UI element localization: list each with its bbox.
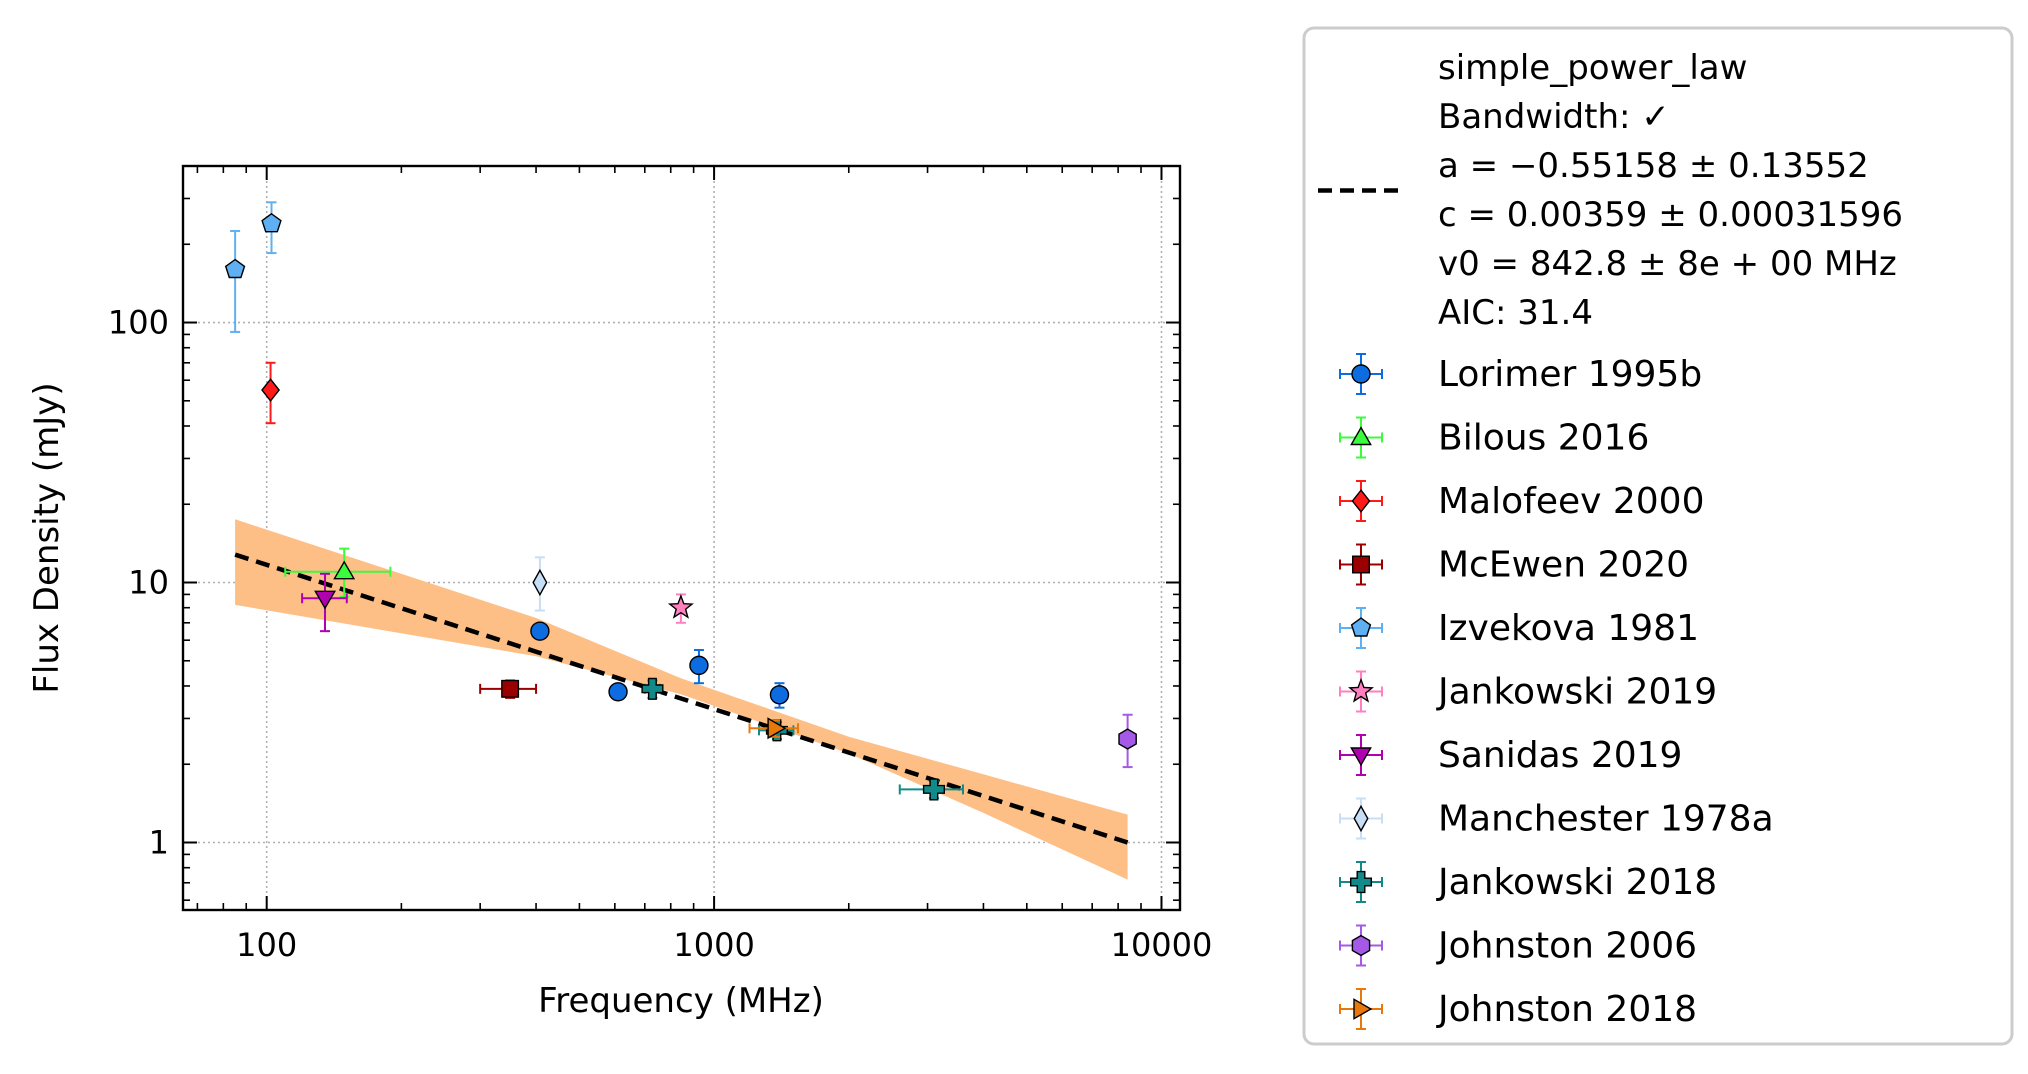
y-axis-label: Flux Density (mJy) <box>27 382 67 693</box>
legend-label: Jankowski 2018 <box>1436 862 1717 903</box>
data-point <box>689 655 709 676</box>
legend-marker <box>1351 364 1371 384</box>
legend-marker <box>1348 677 1374 703</box>
data-point <box>922 778 945 801</box>
data-point <box>608 682 628 702</box>
legend-marker <box>1350 617 1372 637</box>
legend-fit-text: simple_power_law <box>1438 48 1747 88</box>
data-point <box>1118 728 1137 750</box>
legend-entry: Manchester 1978a <box>1339 797 1774 840</box>
legend-marker <box>1353 804 1369 833</box>
fit-uncertainty-band <box>235 519 1128 880</box>
data-point <box>333 560 356 580</box>
data-point <box>530 621 550 641</box>
series-bilous-2016 <box>284 547 392 598</box>
legend-marker <box>1353 998 1373 1020</box>
legend-entry: Jankowski 2018 <box>1339 861 1717 903</box>
series-lorimer-1995b <box>530 621 790 709</box>
tick-labels: 100 1000 10000 1 10 100 <box>108 304 1212 964</box>
data-points-layer <box>224 201 1137 801</box>
data-point <box>224 258 246 279</box>
legend-entry: Bilous 2016 <box>1339 416 1649 459</box>
y-tick-label: 1 <box>149 823 169 861</box>
legend-marker <box>1350 426 1372 446</box>
series-mcewen-2020 <box>479 679 538 699</box>
legend: simple_power_law Bandwidth: ✓ a = −0.55158… <box>1302 26 2014 1046</box>
legend-marker <box>1352 555 1370 574</box>
legend-fit-text: a = −0.55158 ± 0.13552 <box>1438 146 1869 186</box>
legend-fit-text: v0 = 842.8 ± 8e + 00 MHz <box>1438 244 1897 284</box>
legend-label: Jankowski 2019 <box>1436 672 1717 713</box>
legend-entry: Lorimer 1995b <box>1339 353 1702 395</box>
data-point <box>261 212 282 233</box>
axis-ticks <box>183 166 1180 910</box>
legend-fit-text: Bandwidth: ✓ <box>1438 97 1670 137</box>
y-tick-label: 100 <box>108 304 169 342</box>
plot-frame <box>181 164 1182 912</box>
series-izvekova-1981 <box>224 201 282 333</box>
legend-entry: Izvekova 1981 <box>1339 607 1699 649</box>
fit-line-layer <box>234 552 1129 845</box>
legend-label: Sanidas 2019 <box>1438 735 1682 776</box>
data-point <box>641 677 664 700</box>
data-point <box>532 568 548 597</box>
legend-marker <box>1350 747 1372 767</box>
legend-label: Lorimer 1995b <box>1438 354 1702 395</box>
legend-label: Izvekova 1981 <box>1438 608 1699 649</box>
y-tick-label: 10 <box>128 564 169 602</box>
legend-fit-text: AIC: 31.4 <box>1438 293 1593 333</box>
x-tick-label: 100 <box>236 926 297 964</box>
legend-entry: Johnston 2018 <box>1339 988 1697 1030</box>
x-axis-label: Frequency (MHz) <box>538 981 824 1021</box>
legend-label: Johnston 2018 <box>1436 989 1697 1030</box>
legend-entry: Sanidas 2019 <box>1339 734 1682 776</box>
data-point <box>767 717 787 740</box>
legend-marker <box>1351 934 1371 957</box>
fit-uncertainty-band-layer <box>235 519 1128 880</box>
series-manchester-1978a <box>532 556 548 612</box>
legend-marker <box>1349 870 1373 894</box>
series-malofeev-2000 <box>261 361 280 425</box>
legend-box <box>1302 26 2014 1046</box>
legend-entry: McEwen 2020 <box>1339 543 1689 586</box>
legend-fit-text: c = 0.00359 ± 0.00031596 <box>1438 195 1903 235</box>
legend-entry: Jankowski 2019 <box>1339 670 1717 713</box>
series-johnston-2018 <box>748 717 799 740</box>
x-tick-label: 10000 <box>1111 926 1213 964</box>
data-point <box>667 594 694 619</box>
legend-entry: Johnston 2006 <box>1339 924 1697 967</box>
fit-line <box>234 552 1129 845</box>
data-point <box>501 679 520 698</box>
legend-label: Johnston 2006 <box>1436 926 1697 967</box>
data-point <box>261 378 280 402</box>
x-tick-label: 1000 <box>673 926 754 964</box>
legend-entry: Malofeev 2000 <box>1339 480 1704 522</box>
legend-label: McEwen 2020 <box>1438 545 1689 586</box>
series-sanidas-2019 <box>301 572 348 633</box>
series-johnston-2006 <box>1118 713 1137 769</box>
legend-label: Bilous 2016 <box>1438 418 1649 459</box>
series-jankowski-2019 <box>667 593 694 624</box>
data-point <box>314 590 337 610</box>
legend-label: Manchester 1978a <box>1438 799 1774 840</box>
legend-marker <box>1351 489 1371 513</box>
legend-label: Malofeev 2000 <box>1438 481 1704 522</box>
data-point <box>769 685 790 705</box>
